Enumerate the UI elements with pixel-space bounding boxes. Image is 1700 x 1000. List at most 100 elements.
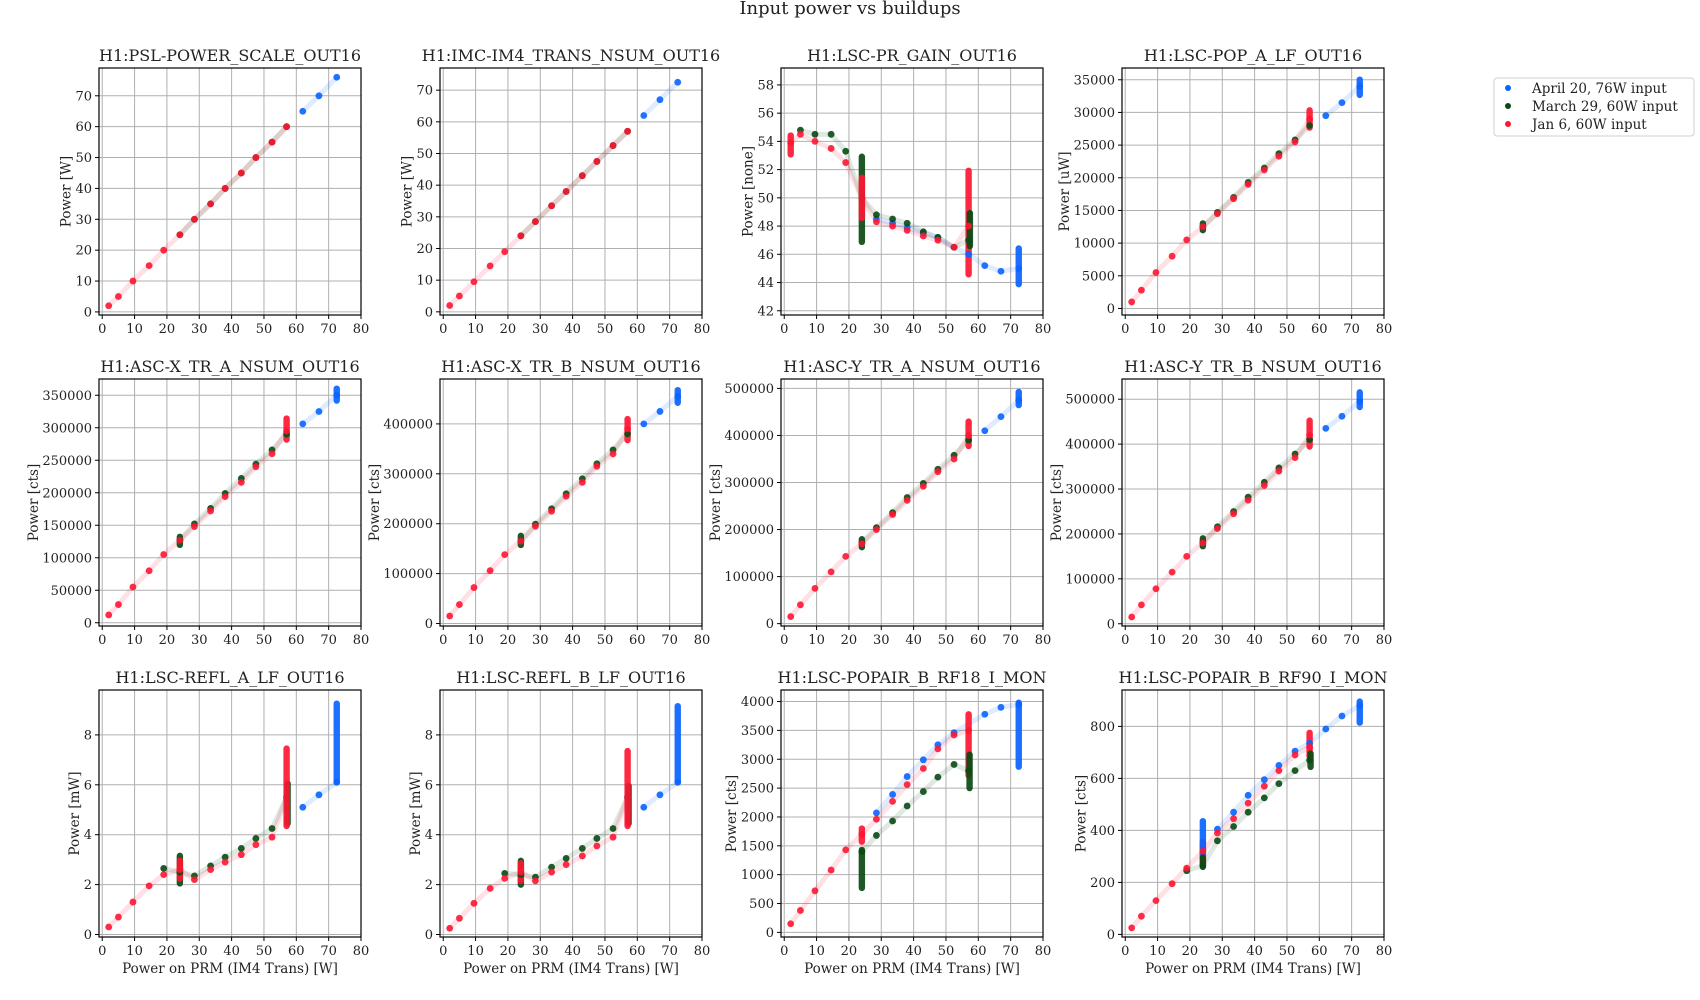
x-tick-label: 30 <box>532 944 549 959</box>
axes-frame <box>780 689 1044 938</box>
data-point-march29 <box>501 869 509 877</box>
data-point-jan6 <box>207 507 214 515</box>
y-tick-label: 40 <box>416 179 433 194</box>
data-point-jan6 <box>950 731 958 739</box>
y-tick-label: 10000 <box>1074 237 1115 252</box>
data-point-april20 <box>333 778 341 786</box>
data-point-april20 <box>1260 776 1268 784</box>
x-tick-label: 80 <box>1376 633 1393 648</box>
data-point-jan6 <box>787 613 795 620</box>
data-point-april20 <box>674 778 682 786</box>
y-tick-label: 50 <box>757 191 774 206</box>
x-tick-label: 50 <box>938 633 955 648</box>
x-tick-label: 80 <box>694 944 711 959</box>
subplot-title: H1:LSC-PR_GAIN_OUT16 <box>807 46 1017 65</box>
data-point-jan6 <box>1138 286 1145 294</box>
x-tick-label: 10 <box>808 322 825 337</box>
data-point-jan6 <box>105 923 113 931</box>
x-tick-label: 30 <box>532 322 549 337</box>
subplot-title: H1:LSC-POPAIR_B_RF90_I_MON <box>1119 668 1388 687</box>
subplot-3: 0 10 20 30 40 50 60 70 80 42 44 46 48 50 52 54 56 58 H1:LS… <box>741 46 1052 337</box>
data-point-jan6 <box>965 432 973 439</box>
subplot-title: H1:LSC-REFL_A_LF_OUT16 <box>115 668 344 687</box>
data-point-jan6 <box>191 876 198 884</box>
x-axis-label: Power on PRM (IM4 Trans) [W] <box>1145 961 1361 977</box>
x-tick-label: 50 <box>597 322 614 337</box>
data-point-jan6 <box>1214 829 1221 837</box>
y-tick-label: 0 <box>84 305 92 320</box>
y-tick-label: 400000 <box>724 429 774 444</box>
data-point-jan6 <box>811 887 819 895</box>
x-tick-label: 0 <box>98 322 106 337</box>
x-tick-label: 10 <box>808 944 825 959</box>
data-point-april20 <box>656 96 664 104</box>
data-point-jan6 <box>105 302 113 310</box>
y-tick-label: 400000 <box>1065 438 1115 453</box>
data-point-jan6 <box>145 882 153 890</box>
x-tick-label: 30 <box>873 322 890 337</box>
data-point-jan6 <box>160 551 168 558</box>
y-tick-label: 350000 <box>42 389 92 404</box>
y-tick-label: 58 <box>757 78 774 93</box>
y-axis-label: Power [cts] <box>367 464 383 541</box>
x-tick-label: 70 <box>661 633 678 648</box>
data-point-jan6 <box>252 841 260 849</box>
data-point-april20 <box>873 809 880 817</box>
x-tick-label: 0 <box>98 944 106 959</box>
x-tick-label: 70 <box>1002 944 1019 959</box>
data-point-jan6 <box>446 924 454 932</box>
data-point-jan6 <box>873 815 880 823</box>
data-point-jan6 <box>1230 510 1237 518</box>
data-point-jan6 <box>1275 152 1283 160</box>
plot-area <box>446 386 682 620</box>
y-tick-label: 56 <box>757 107 774 122</box>
data-point-jan6 <box>842 159 850 166</box>
y-axis-label: Power [W] <box>400 156 416 227</box>
y-tick-label: 600 <box>1090 772 1115 787</box>
data-point-march29 <box>827 130 835 138</box>
y-tick-label: 44 <box>757 276 774 291</box>
x-tick-label: 40 <box>564 944 581 959</box>
subplot-title: H1:ASC-Y_TR_A_NSUM_OUT16 <box>783 357 1040 376</box>
data-point-march29 <box>578 845 586 852</box>
y-tick-label: 2 <box>84 878 92 893</box>
x-tick-label: 60 <box>970 322 987 337</box>
subplot-title: H1:ASC-Y_TR_B_NSUM_OUT16 <box>1124 357 1381 376</box>
data-point-jan6 <box>858 194 866 202</box>
x-axis-label: Power on PRM (IM4 Trans) [W] <box>463 961 679 977</box>
y-tick-label: 300000 <box>42 421 92 436</box>
x-tick-label: 10 <box>1149 944 1166 959</box>
data-point-april20 <box>1338 99 1346 107</box>
figure-title: Input power vs buildups <box>739 0 960 19</box>
x-tick-label: 40 <box>905 633 922 648</box>
data-point-jan6 <box>1244 180 1252 188</box>
data-point-jan6 <box>578 478 586 486</box>
x-tick-label: 10 <box>808 633 825 648</box>
data-point-jan6 <box>115 601 122 608</box>
x-tick-label: 10 <box>1149 322 1166 337</box>
axes-frame <box>98 378 362 627</box>
y-tick-label: 8 <box>84 728 92 743</box>
data-point-march29 <box>593 835 601 842</box>
data-cluster-april20 <box>674 702 681 785</box>
data-point-jan6 <box>1128 298 1136 306</box>
data-point-april20 <box>997 413 1005 421</box>
y-tick-label: 0 <box>766 617 774 632</box>
data-point-april20 <box>656 791 664 799</box>
data-point-jan6 <box>191 523 198 530</box>
plot-area <box>105 700 341 931</box>
data-point-march29 <box>1306 756 1314 764</box>
y-tick-label: 70 <box>75 89 92 104</box>
y-tick-label: 6 <box>84 778 92 793</box>
y-tick-label: 3500 <box>741 724 774 739</box>
data-point-jan6 <box>797 907 804 914</box>
data-point-jan6 <box>548 507 555 515</box>
data-point-jan6 <box>456 601 463 608</box>
x-tick-label: 70 <box>661 944 678 959</box>
subplot-2: 0 10 20 30 40 50 60 70 80 0 10 20 30 40 50 60 70 H1:IMC-I… <box>400 46 721 337</box>
data-point-jan6 <box>1260 166 1268 174</box>
x-tick-label: 60 <box>1311 944 1328 959</box>
data-point-march29 <box>903 802 911 810</box>
subplot-title: H1:PSL-POWER_SCALE_OUT16 <box>99 46 361 65</box>
data-point-jan6 <box>470 278 478 286</box>
